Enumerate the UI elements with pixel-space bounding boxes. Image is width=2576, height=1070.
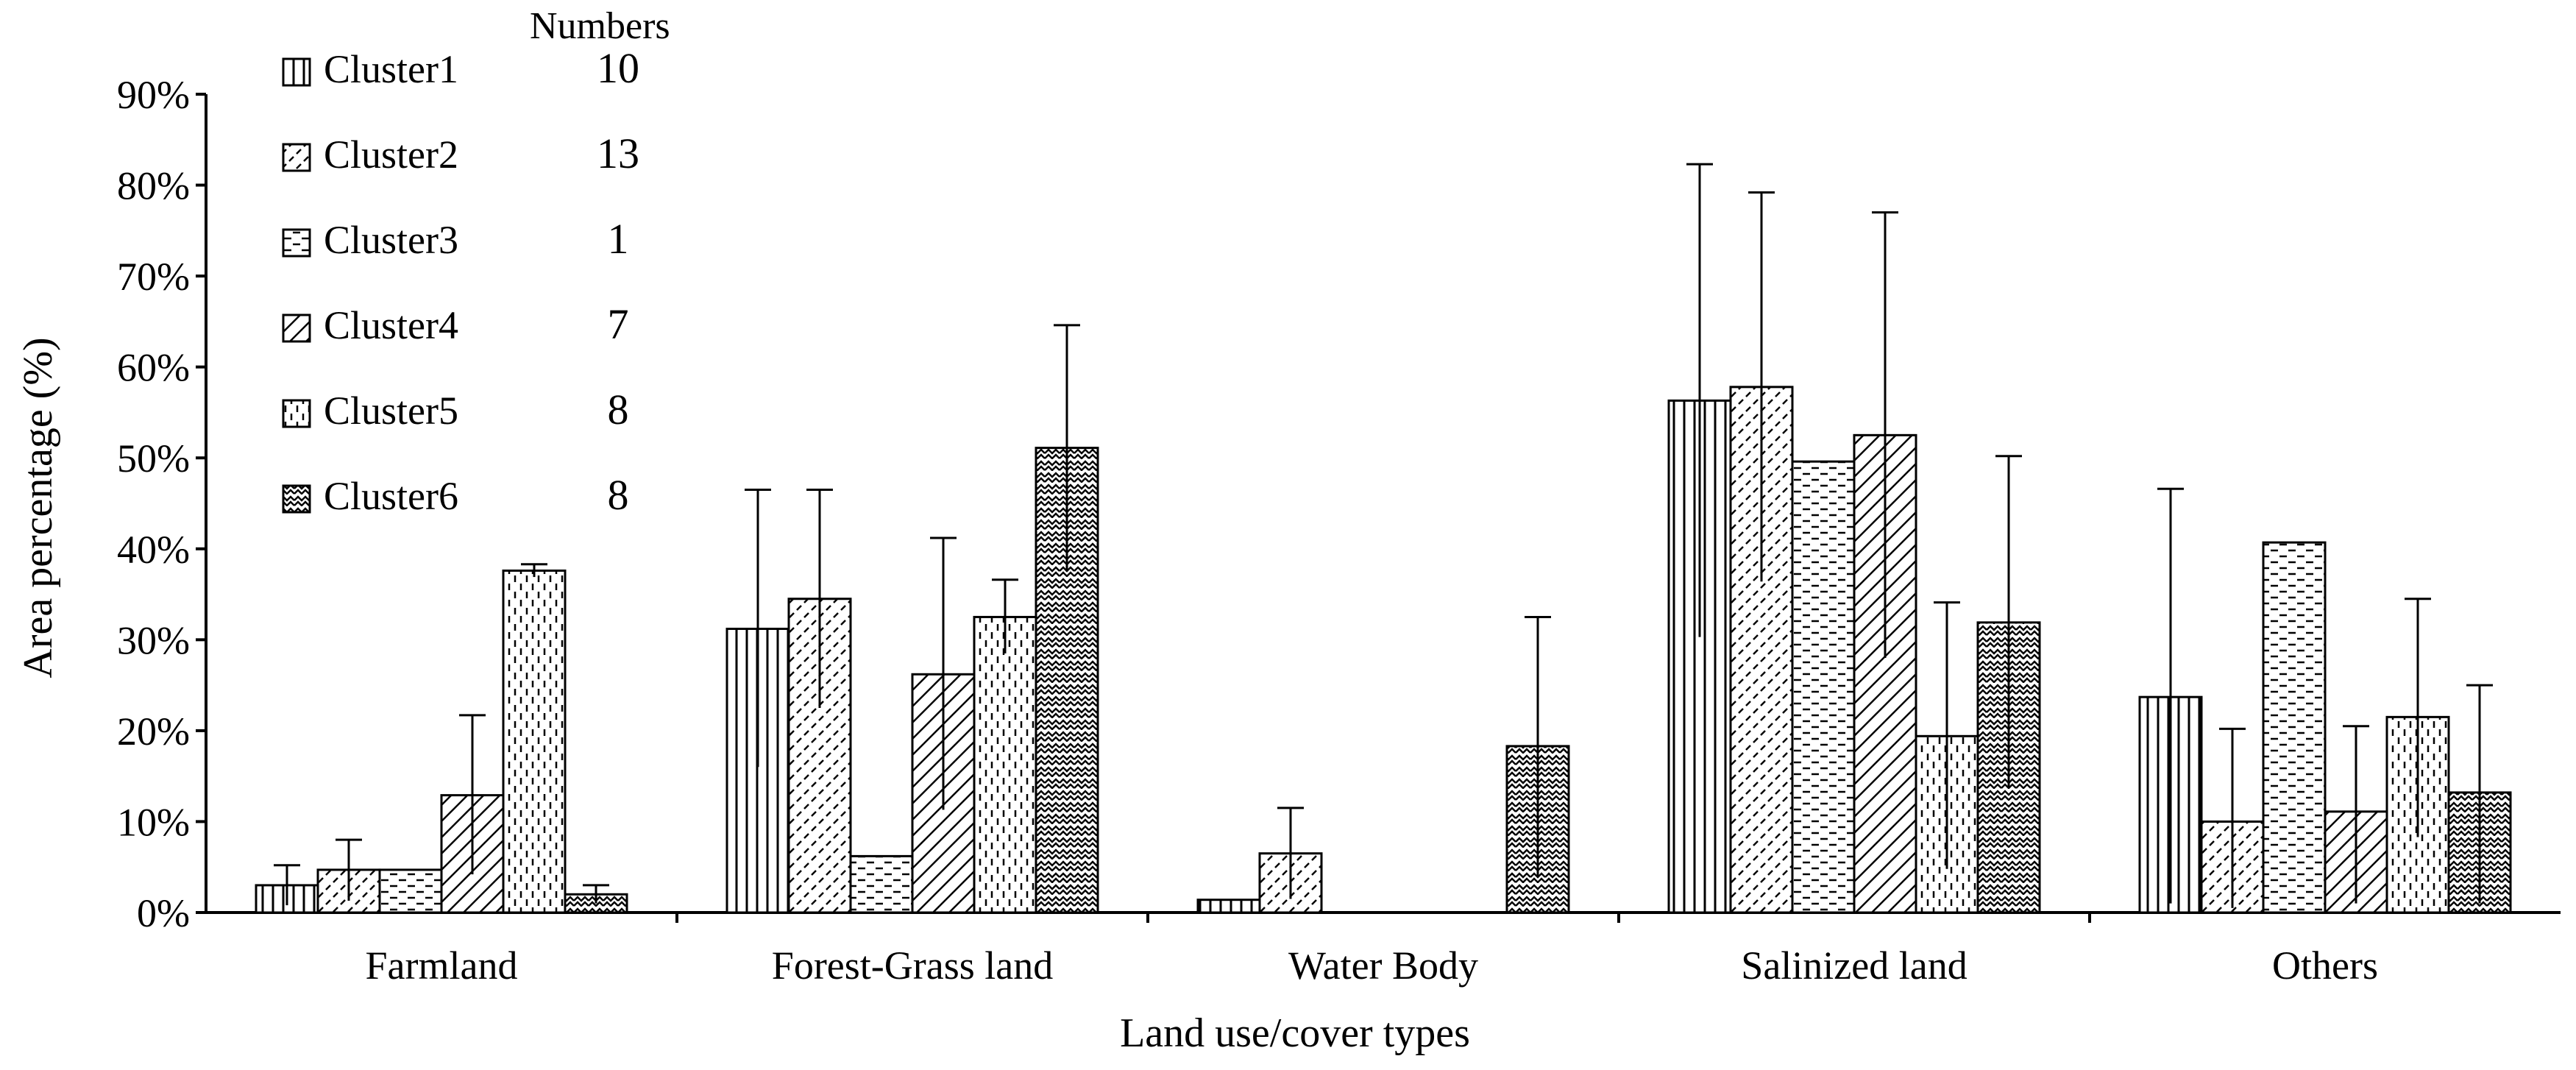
legend-label-cluster1: Cluster1 (324, 47, 458, 91)
legend: Cluster1 10 Cluster2 13 Cluster3 1 Cluster4 7 Cl… (282, 44, 639, 519)
legend-number-cluster2: 13 (597, 130, 639, 177)
legend-label-cluster3: Cluster3 (324, 218, 458, 262)
legend-label-cluster4: Cluster4 (324, 303, 458, 347)
bar-cluster1-2 (1196, 899, 1261, 914)
bar-cluster5-1 (973, 615, 1037, 914)
x-tick-label: Farmland (366, 943, 518, 988)
y-tick-label: 60% (117, 346, 190, 390)
bar-cluster3-1 (849, 854, 914, 914)
legend-number-cluster1: 10 (597, 44, 639, 92)
legend-swatch-cluster1 (282, 57, 311, 87)
legend-swatch-cluster4 (282, 313, 311, 343)
y-tick-label: 50% (117, 436, 190, 481)
x-tick-label: Water Body (1288, 943, 1478, 988)
bars (255, 386, 2512, 914)
x-tick-label: Salinized land (1741, 943, 1967, 988)
legend-label-cluster6: Cluster6 (324, 474, 458, 518)
error-bars (274, 163, 2493, 908)
bar-cluster3-0 (378, 868, 443, 914)
legend-number-cluster6: 8 (608, 471, 629, 519)
bar-cluster3-4 (2262, 541, 2327, 914)
x-tick-label: Forest-Grass land (772, 943, 1053, 988)
x-tick-label: Others (2272, 943, 2378, 988)
y-tick-label: 70% (117, 255, 190, 299)
legend-label-cluster2: Cluster2 (324, 132, 458, 177)
y-tick-label: 30% (117, 618, 190, 662)
x-axis-label: Land use/cover types (1120, 1010, 1470, 1056)
legend-swatch-cluster6 (282, 484, 311, 514)
legend-swatch-cluster5 (282, 399, 311, 428)
y-tick-label: 80% (117, 164, 190, 208)
legend-number-cluster3: 1 (608, 215, 629, 263)
legend-number-cluster4: 7 (608, 300, 629, 348)
legend-swatch-cluster3 (282, 228, 311, 258)
y-tick-label: 20% (117, 709, 190, 754)
legend-label-cluster5: Cluster5 (324, 389, 458, 433)
y-tick-label: 40% (117, 528, 190, 572)
bar-cluster1-3 (1667, 399, 1732, 914)
y-tick-label: 0% (137, 891, 190, 935)
bar-cluster3-3 (1791, 460, 1856, 914)
legend-header: Numbers (530, 5, 670, 47)
bar-cluster5-0 (502, 569, 567, 914)
legend-number-cluster5: 8 (608, 386, 629, 433)
legend-swatch-cluster2 (282, 143, 311, 172)
y-axis-label: Area percentage (%) (15, 337, 61, 678)
y-tick-label: 10% (117, 800, 190, 844)
y-tick-label: 90% (117, 73, 190, 117)
y-ticks: 0% 10% 20% 30% 40% 50% 60% 70% 80% 90% (117, 73, 206, 935)
x-ticks: Farmland Forest-Grass land Water Body Salin… (366, 913, 2378, 988)
